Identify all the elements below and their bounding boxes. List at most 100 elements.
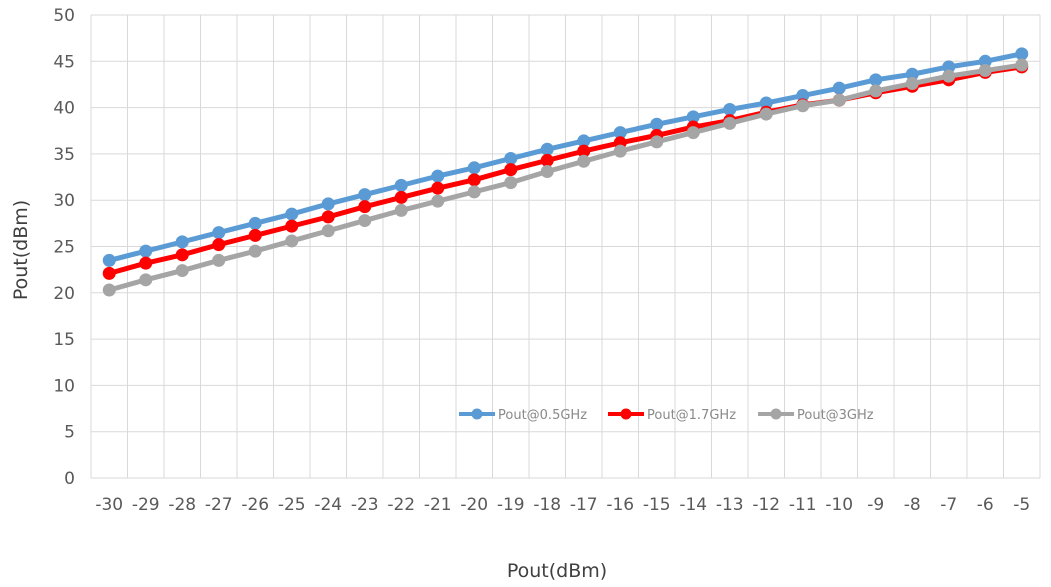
data-point [102,253,116,267]
y-axis-ticks: 0 5 10 15 20 25 30 35 40 45 50 [53,6,75,489]
data-point [540,153,554,167]
data-point [212,238,226,252]
data-point [796,99,810,113]
x-tick-label: -9 [867,495,884,515]
y-tick-label: 0 [64,469,75,489]
y-tick-label: 25 [53,238,75,258]
y-axis-title: Pout(dBm) [10,200,32,300]
x-tick-label: -14 [679,495,707,515]
data-point [504,176,518,190]
data-point [431,181,445,195]
data-point [1015,58,1029,72]
data-point [285,234,299,248]
data-point [358,214,372,228]
y-tick-label: 50 [53,6,75,26]
data-point [504,163,518,177]
y-tick-label: 30 [53,191,75,211]
data-point [686,126,700,140]
x-tick-label: -23 [351,495,379,515]
legend-swatch-marker [770,408,782,420]
y-tick-label: 35 [53,145,75,165]
x-tick-label: -11 [789,495,817,515]
x-tick-label: -15 [643,495,671,515]
data-point [394,190,408,204]
data-point [248,216,262,230]
x-tick-label: -10 [825,495,853,515]
data-point [1015,47,1029,61]
data-point [613,126,627,140]
data-point [942,69,956,83]
data-point [759,96,773,110]
data-point [431,169,445,183]
x-tick-label: -16 [606,495,634,515]
data-point [577,134,591,148]
x-axis-title: Pout(dBm) [507,560,607,582]
data-point [613,144,627,158]
data-point [248,228,262,242]
data-point [175,248,189,262]
data-point [978,64,992,78]
data-point [394,178,408,192]
x-tick-label: -26 [241,495,269,515]
data-point [467,173,481,187]
data-point [321,197,335,211]
series-layer [102,47,1029,297]
data-point [212,226,226,240]
data-point [650,117,664,131]
x-tick-label: -5 [1013,495,1030,515]
legend-item: Pout@0.5GHz [459,408,587,423]
x-tick-label: -27 [205,495,233,515]
y-tick-label: 10 [53,376,75,396]
data-point [723,102,737,116]
y-tick-label: 45 [53,52,75,72]
x-tick-label: -25 [278,495,306,515]
data-point [942,60,956,74]
x-tick-label: -19 [497,495,525,515]
legend-item: Pout@1.7GHz [608,408,736,423]
x-tick-label: -12 [752,495,780,515]
data-point [869,73,883,87]
x-tick-label: -24 [314,495,342,515]
data-point [467,185,481,199]
x-tick-label: -13 [716,495,744,515]
x-tick-label: -18 [533,495,561,515]
data-point [504,152,518,166]
x-tick-label: -29 [132,495,160,515]
x-tick-label: -22 [387,495,415,515]
data-point [540,164,554,178]
data-point [832,81,846,95]
data-point [139,273,153,287]
y-tick-label: 20 [53,284,75,304]
y-tick-label: 5 [64,423,75,443]
x-tick-label: -6 [977,495,994,515]
x-tick-label: -7 [940,495,957,515]
y-tick-label: 15 [53,330,75,350]
data-point [175,264,189,278]
x-tick-label: -30 [95,495,123,515]
data-point [540,142,554,156]
x-tick-label: -20 [460,495,488,515]
data-point [358,200,372,214]
y-tick-label: 40 [53,99,75,119]
data-point [175,235,189,249]
data-point [212,253,226,267]
data-point [905,77,919,91]
legend-label: Pout@0.5GHz [498,408,587,423]
data-point [431,194,445,208]
x-tick-label: -8 [904,495,921,515]
x-tick-label: -17 [570,495,598,515]
data-point [723,116,737,130]
data-point [358,188,372,202]
legend-item: Pout@3GHz [758,408,874,423]
data-point [796,89,810,103]
x-axis-ticks: -30 -29 -28 -27 -26 -25 -24 -23 -22 -21 -20 -19 -18-… [95,495,1030,515]
data-point [978,54,992,68]
data-point [577,144,591,158]
data-point [905,67,919,81]
legend-swatch-marker [620,408,632,420]
data-point [832,93,846,107]
legend-label: Pout@3GHz [797,408,874,423]
data-point [285,219,299,233]
data-point [394,203,408,217]
